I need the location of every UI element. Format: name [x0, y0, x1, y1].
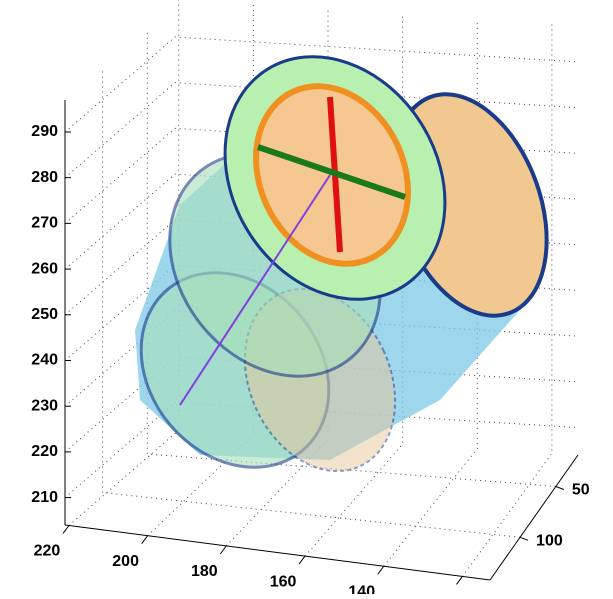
y-tick: [556, 487, 564, 490]
z-tick-label: 210: [31, 489, 58, 506]
x-tick-label: 140: [348, 583, 375, 594]
x-tick: [63, 526, 69, 534]
x-tick: [299, 556, 305, 564]
x-tick-label: 220: [34, 543, 61, 560]
x-tick-label: 180: [191, 563, 218, 580]
x-tick: [456, 576, 462, 584]
z-tick-label: 270: [31, 215, 58, 232]
y-tick: [520, 537, 528, 540]
x-tick: [220, 546, 226, 554]
x-tick: [378, 566, 384, 574]
z-tick-label: 290: [31, 123, 58, 140]
x-tick-label: 200: [112, 553, 139, 570]
z-tick-label: 230: [31, 397, 58, 414]
x-tick: [142, 536, 148, 544]
z-tick-label: 250: [31, 306, 58, 323]
y-axis-line: [490, 455, 578, 580]
y-tick-label: 100: [536, 533, 563, 550]
y-tick-label: 50: [572, 482, 590, 499]
x-tick-label: 160: [270, 573, 297, 590]
plotted-shapes: [102, 15, 575, 505]
z-tick-label: 280: [31, 169, 58, 186]
z-tick-label: 240: [31, 352, 58, 369]
z-tick-label: 260: [31, 260, 58, 277]
z-tick-label: 220: [31, 443, 58, 460]
